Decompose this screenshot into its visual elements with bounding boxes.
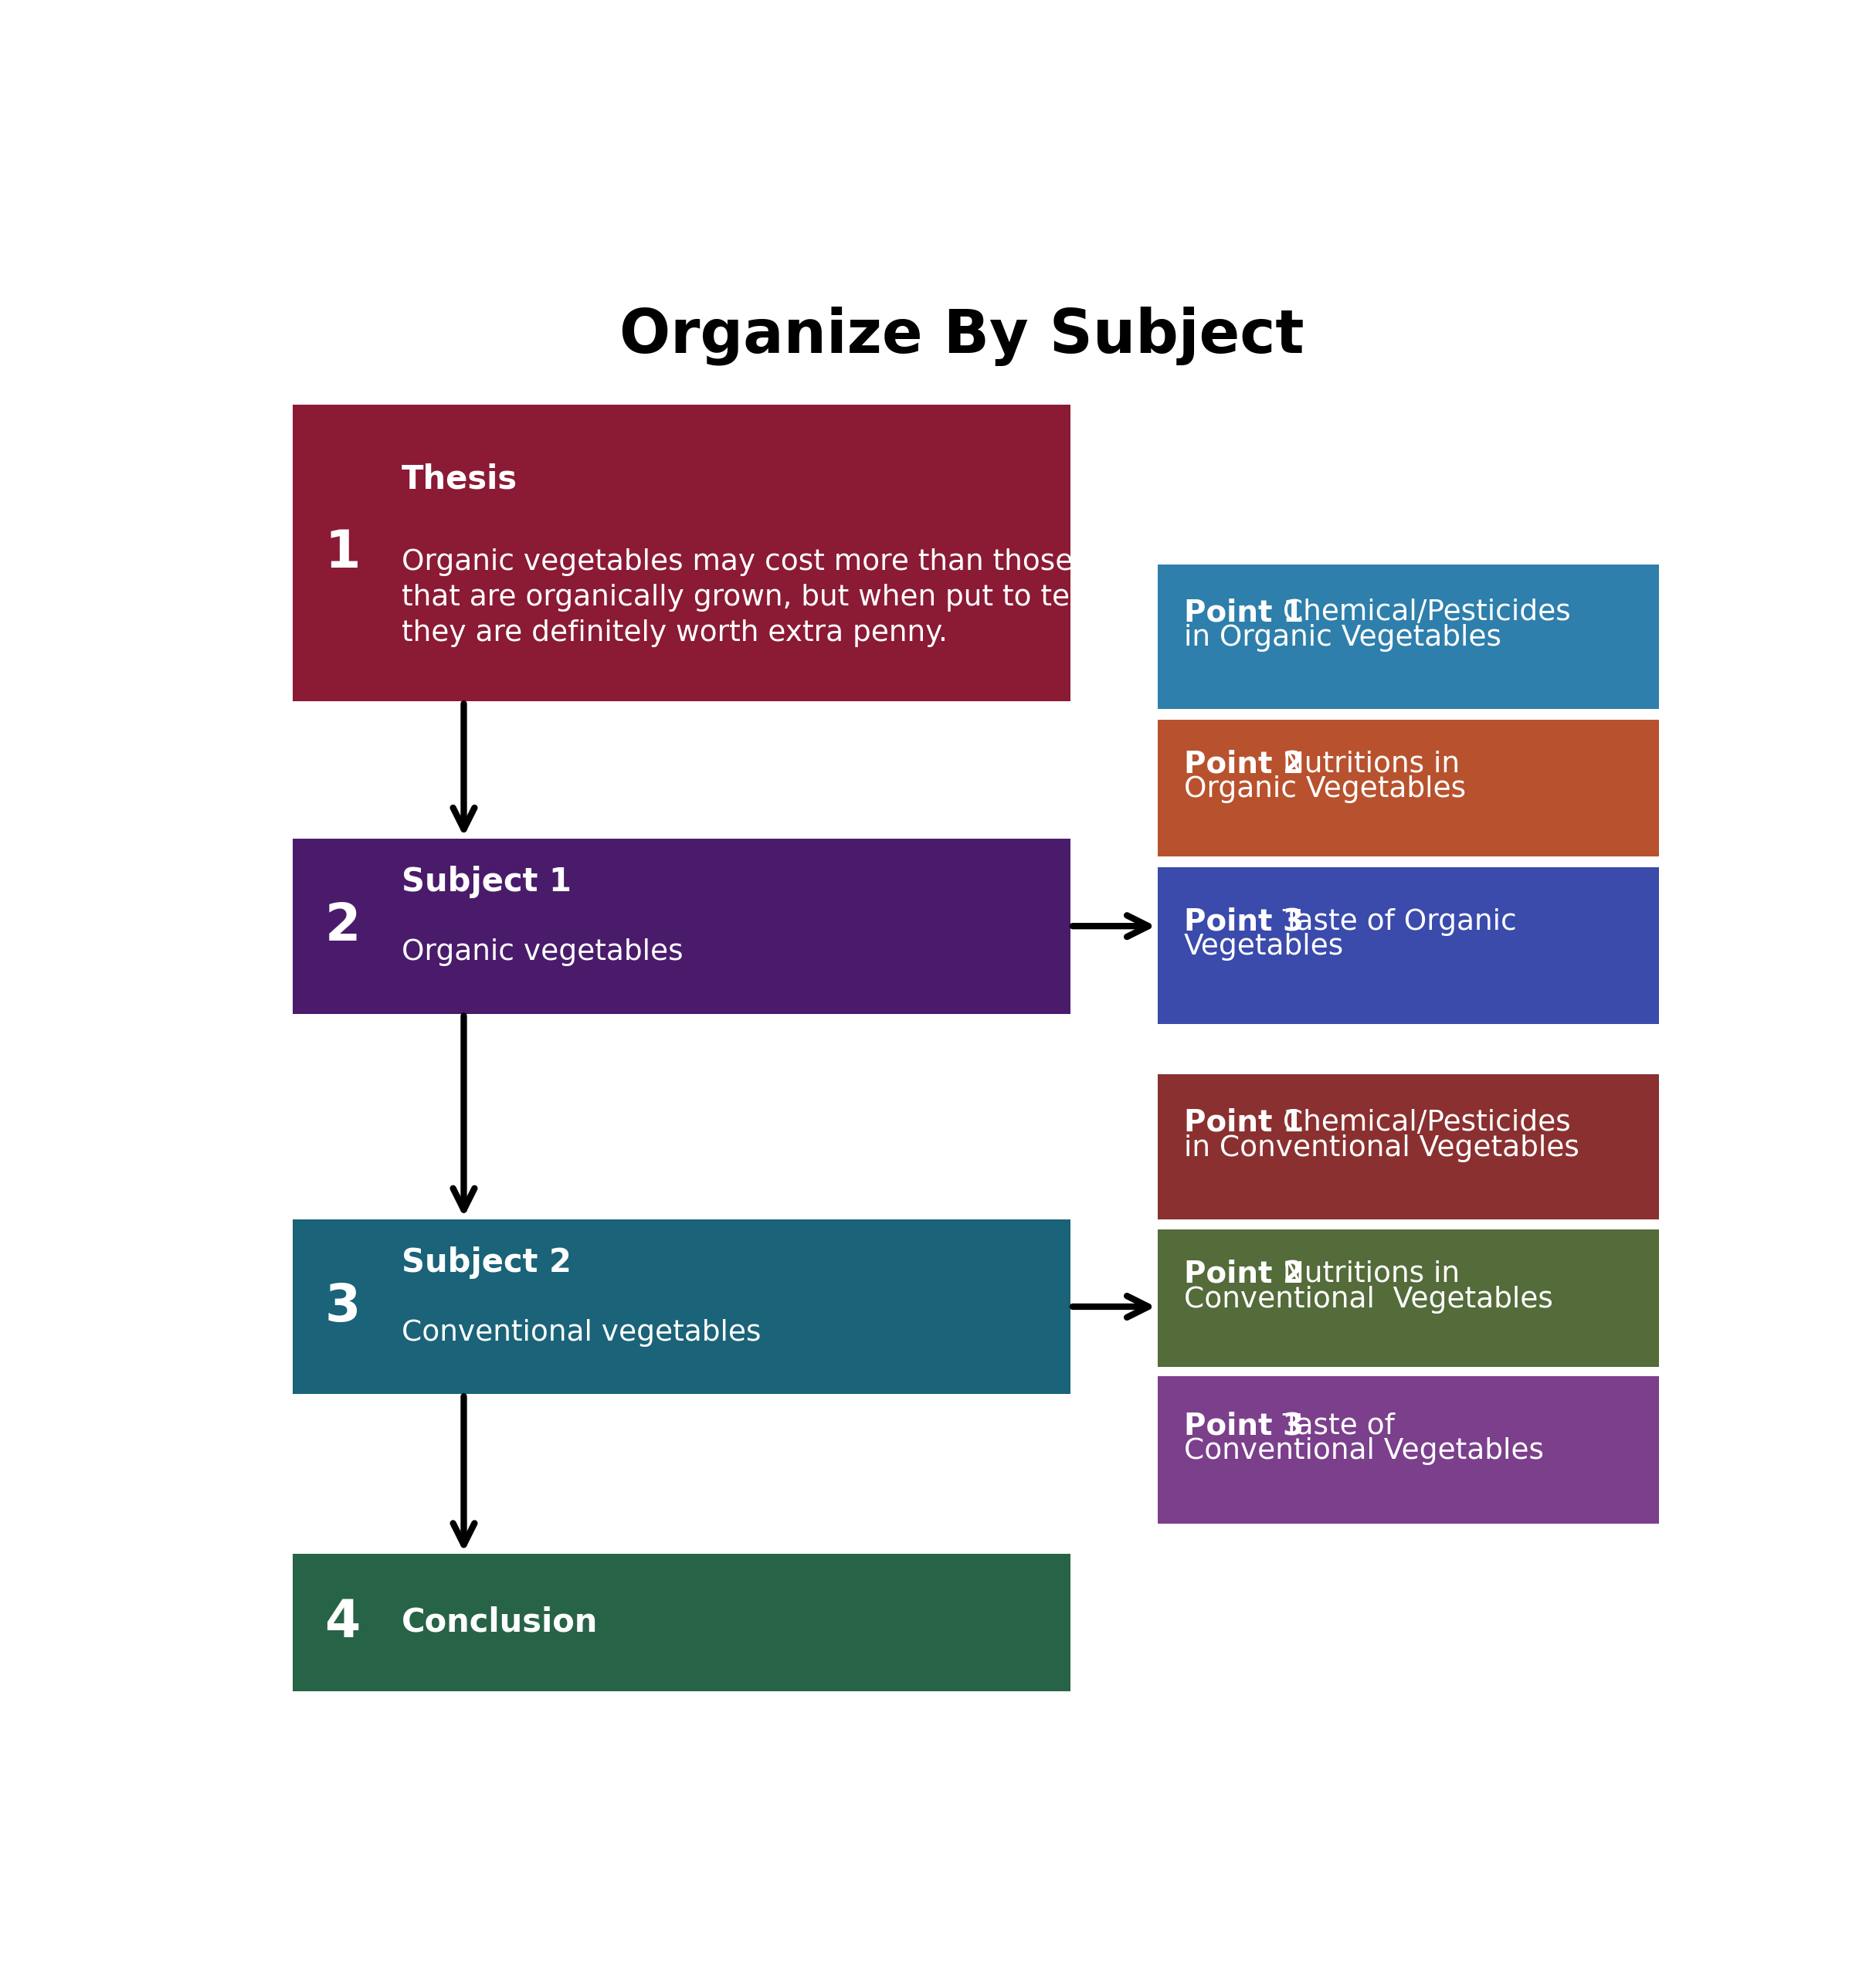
FancyBboxPatch shape <box>1157 1230 1658 1366</box>
FancyBboxPatch shape <box>1157 1376 1658 1524</box>
Text: Conventional vegetables: Conventional vegetables <box>401 1319 762 1346</box>
Text: Conventional  Vegetables: Conventional Vegetables <box>1184 1285 1553 1313</box>
FancyBboxPatch shape <box>293 405 1071 702</box>
Text: Point 2: Point 2 <box>1184 749 1304 779</box>
Text: Point 1: Point 1 <box>1184 599 1304 627</box>
Text: Point 1: Point 1 <box>1184 1107 1304 1137</box>
Text: in Organic Vegetables: in Organic Vegetables <box>1184 625 1501 652</box>
Text: Point 3: Point 3 <box>1184 1412 1304 1441</box>
Text: Conclusion: Conclusion <box>401 1605 598 1639</box>
Text: Nutritions in: Nutritions in <box>1274 1259 1460 1289</box>
FancyBboxPatch shape <box>293 838 1071 1014</box>
Text: in Conventional Vegetables: in Conventional Vegetables <box>1184 1135 1580 1162</box>
Text: Organic vegetables: Organic vegetables <box>401 939 683 967</box>
Text: Organize By Subject: Organize By Subject <box>619 306 1304 366</box>
Text: Chemical/Pesticides: Chemical/Pesticides <box>1274 599 1570 627</box>
Text: Vegetables: Vegetables <box>1184 933 1343 961</box>
Text: Point 3: Point 3 <box>1184 907 1304 937</box>
FancyBboxPatch shape <box>1157 1074 1658 1220</box>
FancyBboxPatch shape <box>1157 868 1658 1024</box>
Text: Subject 2: Subject 2 <box>401 1247 572 1279</box>
FancyBboxPatch shape <box>1157 565 1658 710</box>
Text: Taste of: Taste of <box>1274 1412 1394 1439</box>
Text: Subject 1: Subject 1 <box>401 866 572 898</box>
FancyBboxPatch shape <box>293 1554 1071 1690</box>
Text: Nutritions in: Nutritions in <box>1274 751 1460 779</box>
Text: Organic vegetables may cost more than those
that are organically grown, but when: Organic vegetables may cost more than th… <box>401 548 1105 646</box>
FancyBboxPatch shape <box>1157 720 1658 856</box>
Text: 4: 4 <box>325 1597 360 1649</box>
Text: Point 2: Point 2 <box>1184 1259 1304 1289</box>
FancyBboxPatch shape <box>293 1220 1071 1394</box>
Text: 3: 3 <box>325 1281 360 1332</box>
Text: Taste of Organic: Taste of Organic <box>1274 907 1516 935</box>
Text: 1: 1 <box>325 528 360 579</box>
Text: Thesis: Thesis <box>401 463 518 494</box>
Text: Organic Vegetables: Organic Vegetables <box>1184 775 1465 803</box>
Text: Chemical/Pesticides: Chemical/Pesticides <box>1274 1109 1570 1137</box>
Text: 2: 2 <box>325 902 360 951</box>
Text: Conventional Vegetables: Conventional Vegetables <box>1184 1437 1544 1465</box>
